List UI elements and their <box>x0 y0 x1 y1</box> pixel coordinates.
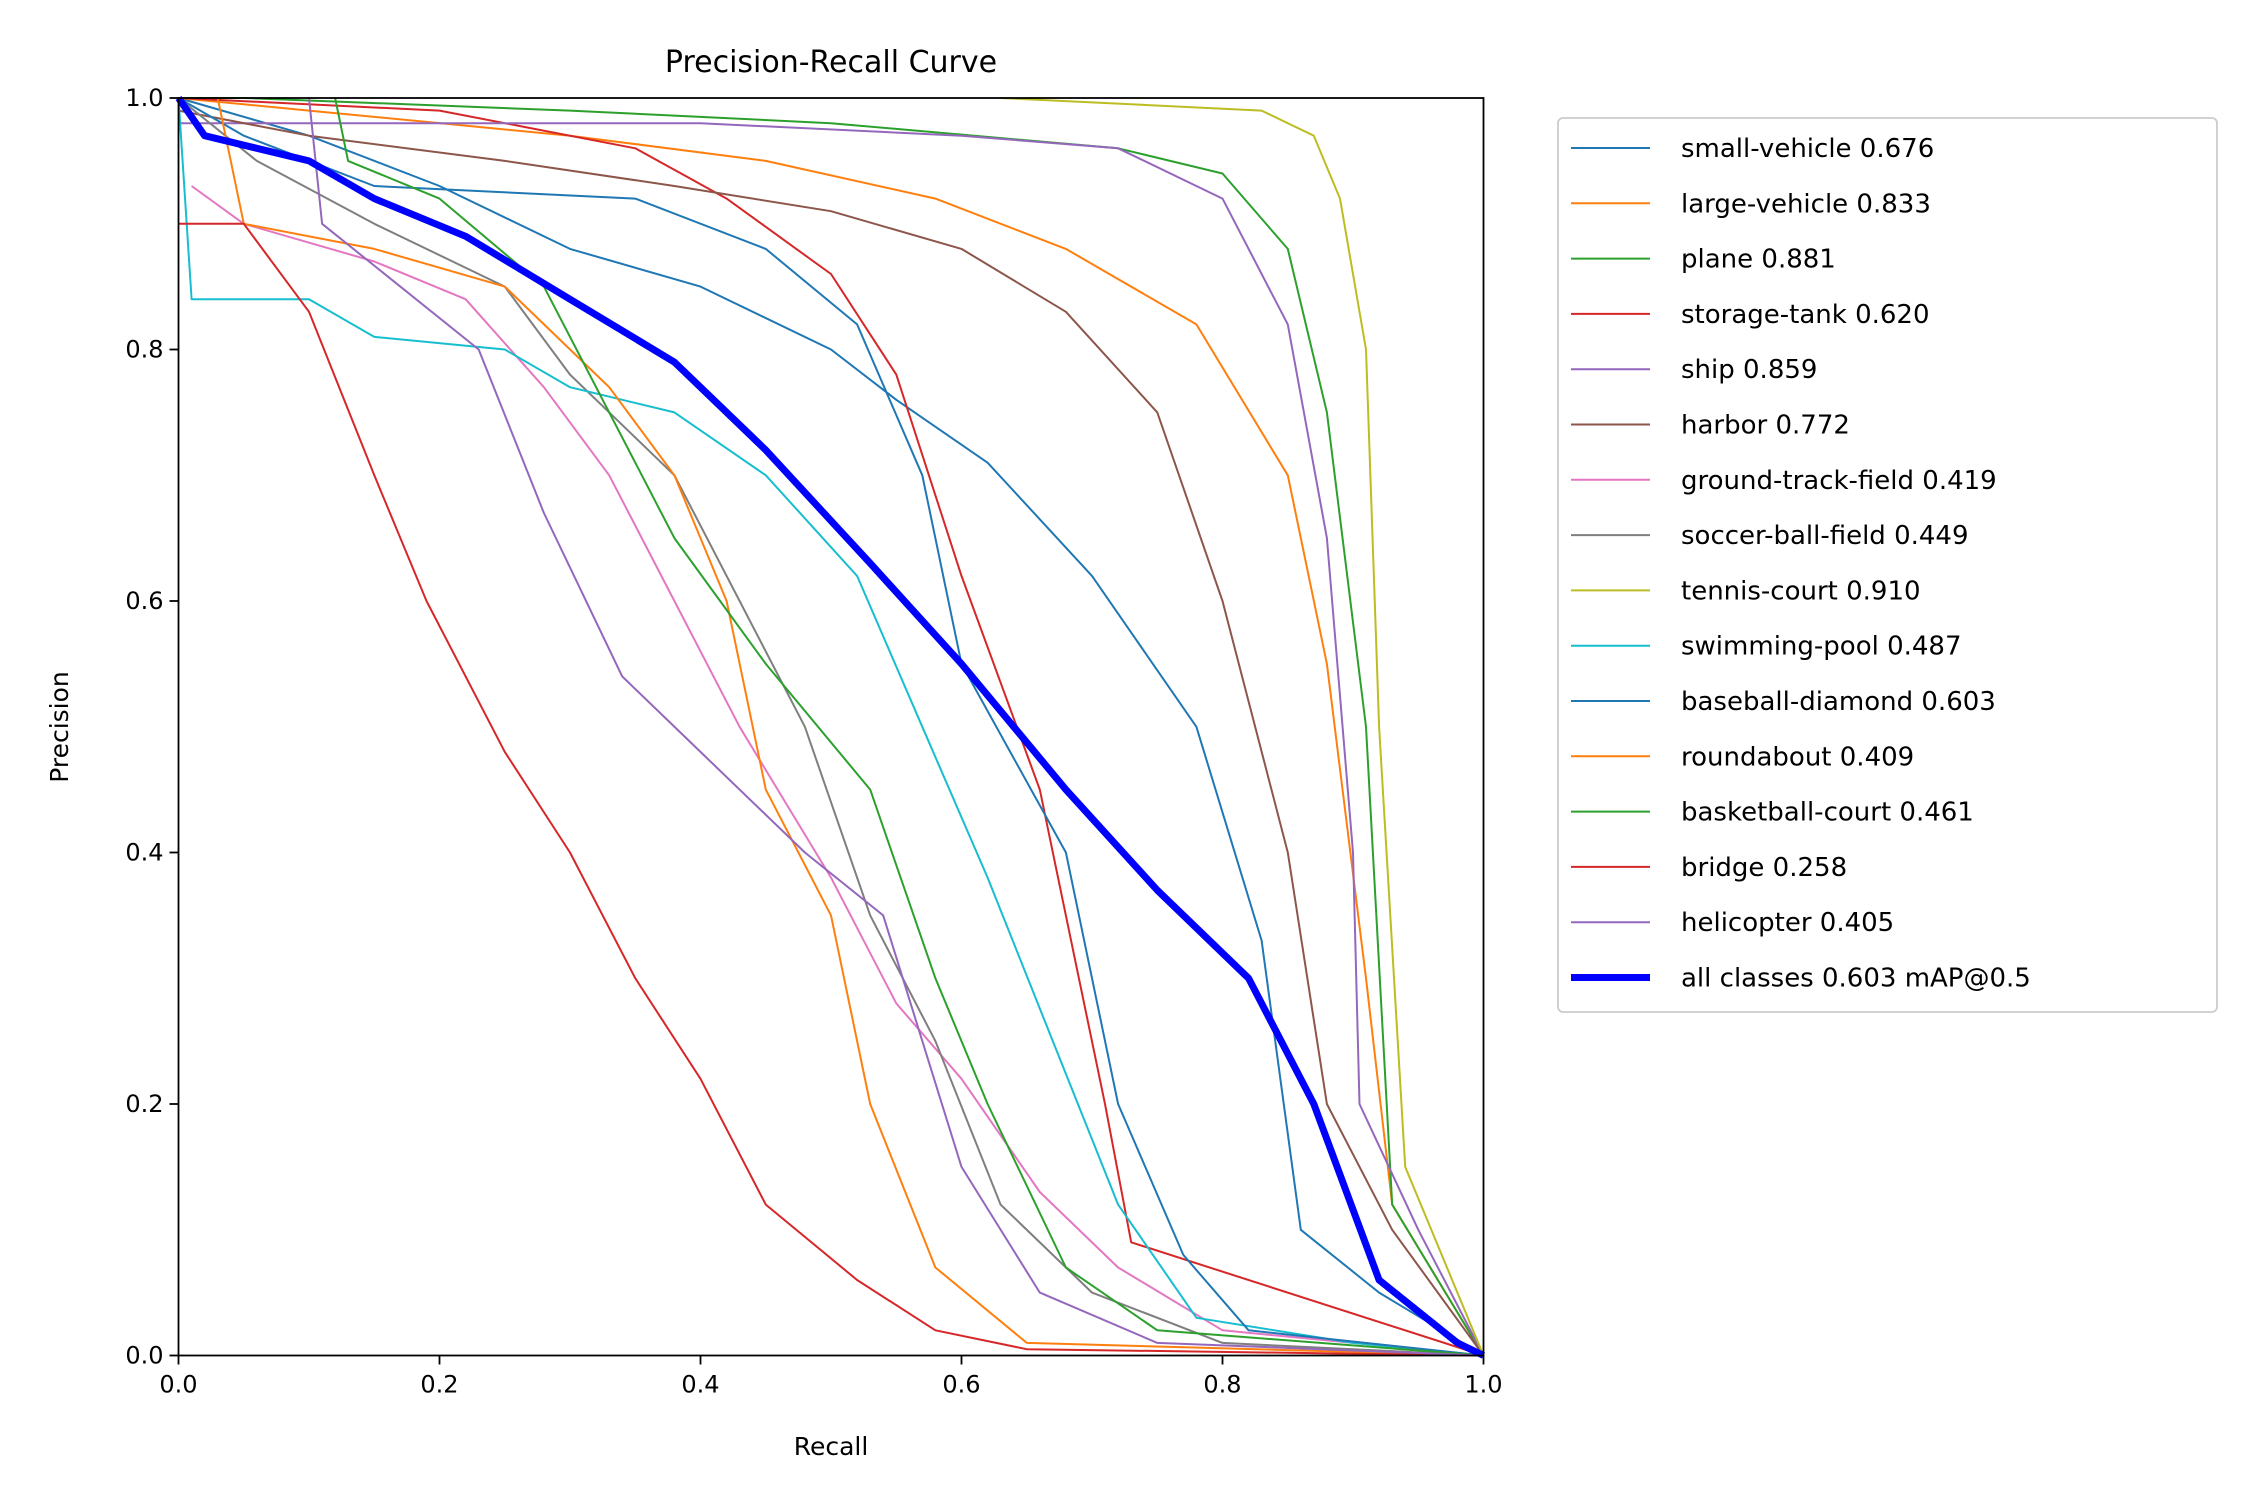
series-line-8 <box>1000 97 1485 1356</box>
series-line-7 <box>177 97 1484 1357</box>
legend-label: tennis-court 0.910 <box>1681 576 1921 606</box>
legend-label: bridge 0.258 <box>1681 853 1847 883</box>
legend-label: helicopter 0.405 <box>1681 908 1894 938</box>
series-line-5 <box>178 109 1485 1357</box>
x-axis-label: Recall <box>794 1432 869 1461</box>
legend-label: roundabout 0.409 <box>1681 742 1914 772</box>
y-axis-label: Precision <box>45 671 74 783</box>
legend-label: large-vehicle 0.833 <box>1681 189 1931 219</box>
y-tick-label: 0.6 <box>125 587 163 615</box>
series-line-1 <box>178 97 1485 1357</box>
legend-box <box>1557 117 2218 1013</box>
plot-frame <box>177 97 1485 1357</box>
legend-label: ship 0.859 <box>1681 355 1817 385</box>
x-tick-label: 0.6 <box>942 1371 980 1399</box>
y-tick-label: 1.0 <box>125 84 163 112</box>
curves <box>175 96 1486 1359</box>
series-line-12 <box>334 97 1484 1357</box>
legend-label: small-vehicle 0.676 <box>1681 134 1934 164</box>
y-tick-label: 0.8 <box>125 336 163 364</box>
series-line-4 <box>178 122 1485 1356</box>
series-line-10 <box>178 97 1484 1357</box>
x-tick-label: 0.4 <box>681 1371 719 1399</box>
y-tick-label: 0.0 <box>125 1342 163 1370</box>
chart-title: Precision-Recall Curve <box>665 45 997 80</box>
legend-label: baseball-diamond 0.603 <box>1681 687 1996 717</box>
series-line-13 <box>178 222 1484 1357</box>
axis-ticks: 0.0 0.2 0.4 0.6 0.8 1.0 0.0 0.2 0.4 0.6 0.8 1.0 <box>125 84 1502 1399</box>
legend-label: swimming-pool 0.487 <box>1681 632 1962 662</box>
legend-label: basketball-court 0.461 <box>1681 798 1974 828</box>
series-line-15 <box>175 96 1486 1359</box>
legend-label: soccer-ball-field 0.449 <box>1681 521 1969 551</box>
series-line-2 <box>178 97 1485 1357</box>
series-line-14 <box>308 97 1484 1357</box>
legend-label: storage-tank 0.620 <box>1681 300 1930 330</box>
legend-label: harbor 0.772 <box>1681 411 1850 441</box>
series-line-11 <box>216 97 1484 1357</box>
legend-label: plane 0.881 <box>1681 245 1836 275</box>
legend-label: ground-track-field 0.419 <box>1681 466 1997 496</box>
x-tick-label: 0.0 <box>159 1371 197 1399</box>
y-tick-label: 0.2 <box>125 1090 163 1118</box>
series-line-6 <box>191 185 1484 1357</box>
x-tick-label: 0.8 <box>1203 1371 1241 1399</box>
y-tick-label: 0.4 <box>125 839 163 867</box>
legend-label: all classes 0.603 mAP@0.5 <box>1681 964 2031 994</box>
legend: small-vehicle 0.676 large-vehicle 0.833 pl… <box>1571 134 2031 994</box>
x-tick-label: 0.2 <box>420 1371 458 1399</box>
series-line-3 <box>178 97 1484 1357</box>
series-line-0 <box>178 97 1485 1357</box>
series-line-9 <box>177 97 1484 1357</box>
x-tick-label: 1.0 <box>1464 1371 1502 1399</box>
